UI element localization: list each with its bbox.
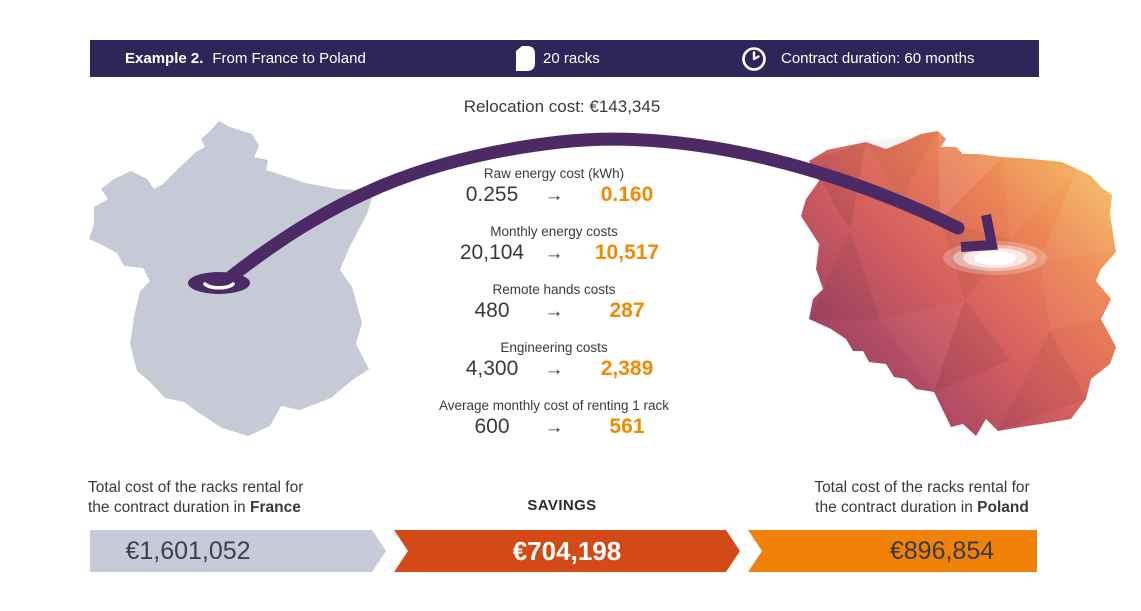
france-total-value: €1,601,052 [125,536,251,565]
france-total-label: Total cost of the racks rental for the c… [88,478,348,517]
savings-value: €704,198 [512,535,622,566]
france-map [89,121,374,436]
metric-to-value: 0.160 [600,183,654,206]
metric-label: Monthly energy costs [490,224,618,239]
france-country-name: France [250,498,301,516]
france-total-label-line1: Total cost of the racks rental for [88,479,304,496]
poland-lowpoly-facets [809,131,1116,431]
clock-icon [742,47,766,71]
origin-marker [188,272,250,294]
poland-total-label-line1: Total cost of the racks rental for [814,479,1030,496]
metric-label: Average monthly cost of renting 1 rack [438,398,670,413]
metrics-column: Raw energy cost (kWh) 0.255 → 0.160 Monthl… [415,165,693,455]
france-total-bar: €1,601,052 [90,530,386,572]
right-arrow-icon: → [544,185,564,206]
poland-total-label-line2: the contract duration in Poland [815,498,1029,516]
metric-from-value: 600 [474,415,510,438]
savings-bar: €704,198 [394,530,740,572]
metric-engineering-costs: Engineering costs 4,300 → 2,389 [415,339,693,383]
metric-from-value: 0.255 [465,183,519,206]
france-total-label-line2: the contract duration in France [88,498,301,516]
right-arrow-icon: → [544,243,564,264]
rack-icon [516,46,535,71]
poland-total-bar: €896,854 [748,530,1037,572]
metric-label: Engineering costs [500,340,608,355]
metric-from-value: 20,104 [459,241,525,264]
metric-from-value: 4,300 [465,357,519,380]
right-arrow-icon: → [544,301,564,322]
metric-from-value: 480 [474,299,510,322]
poland-total-label: Total cost of the racks rental for the c… [772,478,1072,517]
metric-to-value: 10,517 [594,241,660,264]
poland-country-name: Poland [977,498,1029,516]
metric-to-value: 561 [609,415,645,438]
poland-total-value: €896,854 [889,536,995,565]
example-title: Example 2. From France to Poland [125,40,366,77]
racks-count-label: 20 racks [543,50,600,67]
example-label: Example 2. [125,50,204,67]
savings-heading: SAVINGS [527,497,597,514]
destination-glow [943,241,1047,275]
metric-to-value: 287 [609,299,645,322]
metric-monthly-energy-costs: Monthly energy costs 20,104 → 10,517 [415,223,693,267]
route-label: From France to Poland [212,50,366,67]
relocation-cost-label: Relocation cost: €143,345 [463,97,661,116]
metric-label: Remote hands costs [492,282,616,297]
metric-rack-rent-cost: Average monthly cost of renting 1 rack 6… [415,397,693,441]
arrowhead-icon [960,214,999,252]
metric-to-value: 2,389 [600,357,654,380]
metric-raw-energy-cost: Raw energy cost (kWh) 0.255 → 0.160 [415,165,693,209]
metric-label: Raw energy cost (kWh) [483,166,625,181]
contract-duration-label: Contract duration: 60 months [781,50,975,67]
metric-remote-hands-costs: Remote hands costs 480 → 287 [415,281,693,325]
poland-map [801,131,1116,436]
right-arrow-icon: → [544,417,564,438]
header-bar: Example 2. From France to Poland 20 rack… [90,40,1039,77]
right-arrow-icon: → [544,359,564,380]
